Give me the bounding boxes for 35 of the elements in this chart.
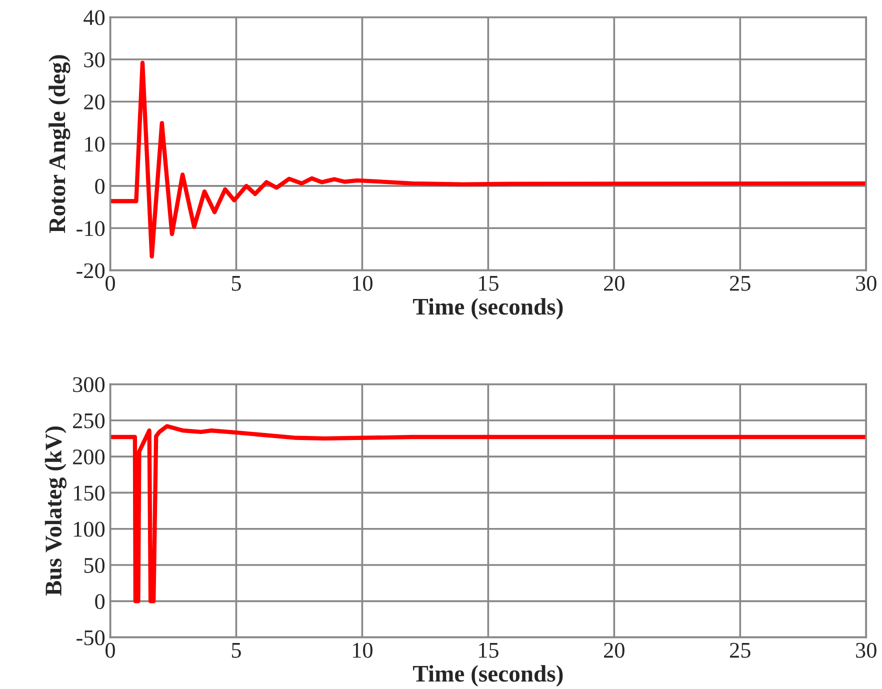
y-tick-label: 100	[74, 522, 105, 537]
x-tick-label: 30	[856, 276, 876, 291]
x-tick-label: 15	[479, 642, 498, 658]
x-tick-label: 5	[232, 276, 241, 291]
y-tick-label: 0	[95, 594, 105, 610]
x-tick-label: 20	[604, 276, 624, 291]
y-tick-label: 50	[84, 558, 105, 573]
y-tick-label: 300	[73, 377, 105, 392]
y-axis-title: Bus Volateg (kV)	[44, 426, 66, 596]
y-axis-title: Rotor Angle (deg)	[48, 55, 70, 234]
y-tick-label: 150	[74, 486, 105, 501]
x-axis-title: Time (seconds)	[413, 298, 563, 320]
x-tick-label: 25	[730, 276, 750, 291]
y-tick-label: 200	[73, 449, 105, 464]
y-tick-label: -10	[76, 221, 105, 236]
y-tick-label: 20	[84, 94, 105, 110]
x-tick-label: 0	[106, 276, 115, 291]
y-tick-label: -20	[76, 263, 105, 278]
y-tick-label: -50	[76, 630, 105, 646]
y-tick-label: 10	[85, 136, 105, 152]
x-tick-label: 10	[353, 642, 372, 658]
x-tick-label: 5	[232, 643, 241, 658]
x-axis-title: Time (seconds)	[413, 665, 563, 687]
y-tick-label: 0	[95, 178, 105, 194]
x-tick-label: 10	[353, 276, 372, 291]
line-series	[110, 424, 866, 604]
line-series	[110, 60, 866, 258]
y-tick-label: 250	[73, 413, 105, 428]
x-tick-label: 20	[604, 642, 624, 658]
x-tick-label: 25	[730, 642, 750, 658]
y-tick-label: 40	[84, 10, 105, 26]
x-tick-label: 15	[479, 276, 498, 291]
x-tick-label: 30	[856, 642, 876, 658]
y-tick-label: 30	[84, 52, 105, 68]
x-tick-label: 0	[106, 642, 115, 658]
